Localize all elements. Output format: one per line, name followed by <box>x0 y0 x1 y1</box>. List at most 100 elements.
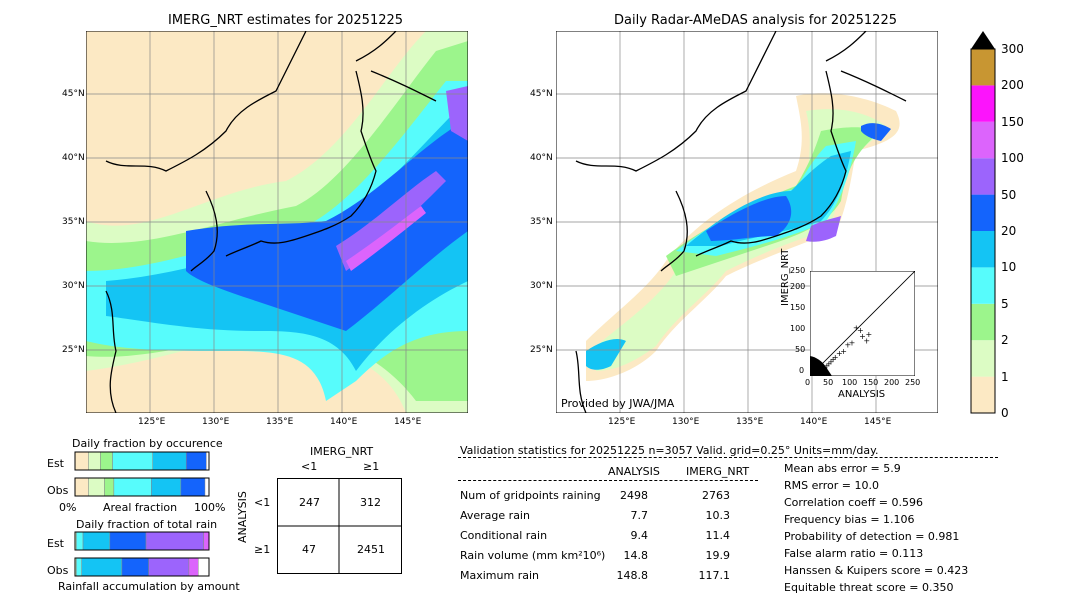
colorbar-segment-1 <box>971 340 995 377</box>
contingency-row-ge1: ≥1 <box>254 543 271 556</box>
contingency-grid <box>277 478 402 574</box>
colorbar-tick-300: 300 <box>1001 42 1024 56</box>
stat-analysis-4: 148.8 <box>616 569 649 582</box>
scatter-point: + <box>849 338 856 347</box>
left-lat-40: 40°N <box>62 153 85 163</box>
score-5: False alarm ratio = 0.113 <box>784 547 924 560</box>
occurrence-axis-mid: Areal fraction <box>103 501 178 514</box>
left-lon-140: 140°E <box>330 417 358 427</box>
right-lon-140: 140°E <box>800 417 828 427</box>
scatter-ytick-50: 50 <box>795 345 806 354</box>
contingency-row-lt1: <1 <box>254 496 271 509</box>
right-lon-145: 145°E <box>864 417 892 427</box>
stat-imerg-3: 19.9 <box>705 549 731 562</box>
occurrence-bar-est-seg-3 <box>112 451 153 471</box>
right-lat-30: 30°N <box>530 281 553 291</box>
left-map <box>86 31 468 413</box>
colorbar-tick-5: 5 <box>1001 296 1009 311</box>
right-lon-135: 135°E <box>736 417 764 427</box>
total-rain-bar-obs-seg-3 <box>121 557 149 577</box>
score-7: Equitable threat score = 0.350 <box>784 581 954 594</box>
contingency-title: IMERG_NRT <box>310 445 374 458</box>
colorbar-tick-1: 1 <box>1001 369 1009 384</box>
left-lat-25: 25°N <box>62 345 85 355</box>
right-lat-35: 35°N <box>530 217 553 227</box>
scatter-ytick-100: 100 <box>790 324 806 333</box>
total-rain-bar-obs-seg-1 <box>76 557 82 577</box>
score-0: Mean abs error = 5.9 <box>784 462 901 475</box>
occurrence-bar-obs-seg-3 <box>113 477 152 497</box>
total-rain-bar-obs-seg-5 <box>188 557 199 577</box>
colorbar-segment-9 <box>971 49 995 86</box>
colorbar-extend-arrow <box>971 31 995 49</box>
occurrence-bar-obs-seg-4 <box>151 477 182 497</box>
right-map <box>556 31 938 413</box>
colorbar-segment-6 <box>971 158 995 195</box>
colorbar-segment-8 <box>971 85 995 122</box>
scatter-point: + <box>865 330 872 339</box>
scatter-point: + <box>863 336 870 345</box>
occurrence-row-obs: Obs <box>47 484 69 497</box>
scatter-xtick-200: 200 <box>884 378 900 387</box>
scatter-point: + <box>844 341 851 350</box>
scatter-point: + <box>859 332 866 341</box>
score-6: Hanssen & Kuipers score = 0.423 <box>784 564 969 577</box>
colorbar-tick-20: 20 <box>1001 224 1017 238</box>
right-map-title: Daily Radar-AMeDAS analysis for 20251225 <box>614 13 897 28</box>
scatter-ytick-250: 250 <box>790 266 806 275</box>
scatter-point: + <box>830 355 837 364</box>
occurrence-title: Daily fraction by occurence <box>72 437 223 450</box>
occurrence-bar-est-seg-4 <box>152 451 187 471</box>
scatter-point: + <box>857 326 864 335</box>
stat-analysis-3: 14.8 <box>623 549 649 562</box>
occurrence-bar-obs-seg-0 <box>74 477 89 497</box>
right-lon-130: 130°E <box>672 417 700 427</box>
validation-subdivider <box>458 480 758 481</box>
occurrence-bar-est-frame <box>74 451 210 471</box>
left-lon-145: 145°E <box>394 417 422 427</box>
contingency-col-ge1: ≥1 <box>363 460 380 473</box>
scatter-point: + <box>826 359 833 368</box>
score-2: Correlation coeff = 0.596 <box>784 496 923 509</box>
validation-col-imerg: IMERG_NRT <box>686 465 750 478</box>
colorbar-segment-0 <box>971 376 995 413</box>
total-rain-bar-est-seg-2 <box>82 531 111 551</box>
occurrence-axis-left: 0% <box>59 501 77 514</box>
stat-label-0: Num of gridpoints raining <box>460 489 601 502</box>
right-lat-25: 25°N <box>530 345 553 355</box>
scatter-dense-cluster <box>810 356 832 376</box>
total-rain-bar-est-seg-1 <box>76 531 84 551</box>
colorbar-segment-2 <box>971 303 995 341</box>
score-3: Frequency bias = 1.106 <box>784 513 915 526</box>
occurrence-bar-obs-seg-1 <box>88 477 105 497</box>
scatter-xtick-150: 150 <box>863 378 879 387</box>
occurrence-bar-est-seg-5 <box>185 451 207 471</box>
scatter-ytick-150: 150 <box>790 303 806 312</box>
colorbar-tick-200: 200 <box>1001 78 1024 93</box>
occurrence-bar-obs-seg-2 <box>104 477 115 497</box>
left-lat-30: 30°N <box>62 281 85 291</box>
occurrence-bar-est-seg-1 <box>88 451 101 471</box>
colorbar-tick-2: 2 <box>1001 333 1009 348</box>
scatter-ylabel: IMERG_NRT <box>780 248 791 306</box>
right-lat-45: 45°N <box>530 89 553 99</box>
left-lon-130: 130°E <box>202 417 230 427</box>
colorbar-tick-150: 150 <box>1001 114 1024 129</box>
stat-analysis-2: 9.4 <box>630 529 649 542</box>
scatter-xlabel: ANALYSIS <box>838 389 886 400</box>
total-rain-bar-est-seg-3 <box>109 531 147 551</box>
validation-divider <box>458 457 998 458</box>
contingency-cell-b: 312 <box>360 496 381 509</box>
scatter-xtick-250: 250 <box>905 378 921 387</box>
stat-imerg-1: 10.3 <box>705 509 731 522</box>
score-1: RMS error = 10.0 <box>784 479 879 492</box>
total-rain-bar-est-seg-4 <box>145 531 204 551</box>
total-rain-footer: Rainfall accumulation by amount <box>58 580 240 593</box>
stat-imerg-4: 117.1 <box>698 569 731 582</box>
occurrence-bar-obs-seg-5 <box>180 477 206 497</box>
score-4: Probability of detection = 0.981 <box>784 530 960 543</box>
colorbar-tick-0: 0 <box>1001 406 1009 420</box>
scatter-xtick-100: 100 <box>842 378 858 387</box>
total-rain-row-est: Est <box>47 537 64 550</box>
occurrence-bar-est-seg-0 <box>74 451 89 471</box>
